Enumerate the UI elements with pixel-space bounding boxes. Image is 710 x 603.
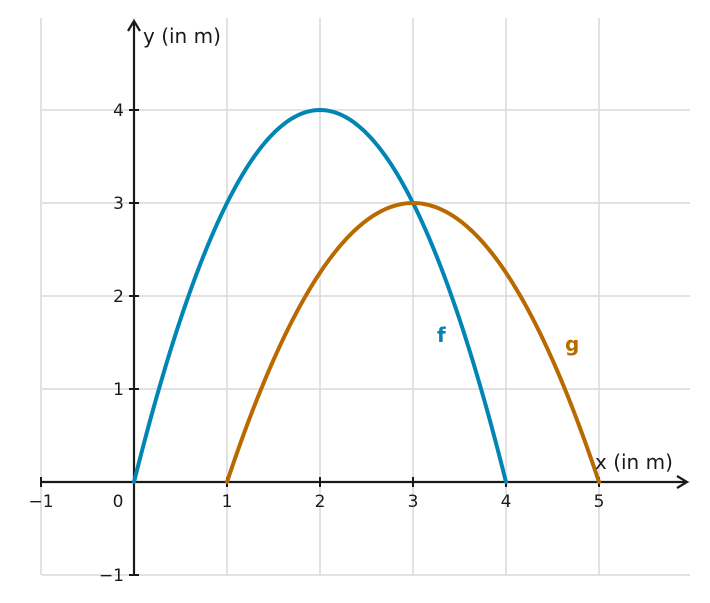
- y-tick-label: 4: [113, 101, 124, 121]
- x-tick-label: −1: [28, 492, 53, 512]
- x-tick-label: 3: [408, 492, 419, 512]
- x-tick-label: 0: [113, 492, 124, 512]
- x-tick-label: 1: [222, 492, 233, 512]
- curve-layer: [132, 107, 601, 484]
- series-label-f: f: [437, 323, 446, 347]
- y-tick-label: 2: [113, 287, 124, 307]
- y-axis-arrow-icon: [127, 18, 141, 32]
- ticks-layer: −1 0 1 2 3 4 5 −1 1 2 3 4: [28, 101, 604, 586]
- series-label-g: g: [565, 332, 579, 356]
- series-line-g: [225, 200, 601, 484]
- y-tick-label: 3: [113, 194, 124, 214]
- axes-layer: [42, 18, 690, 575]
- grid-layer: [40, 18, 690, 576]
- y-tick-label: 1: [113, 380, 124, 400]
- series-line-f: [132, 107, 508, 484]
- y-tick-label: −1: [99, 566, 124, 586]
- x-tick-label: 4: [501, 492, 512, 512]
- x-axis-arrow-icon: [676, 475, 690, 489]
- x-axis-label: x (in m): [595, 450, 673, 474]
- y-axis-label: y (in m): [143, 24, 221, 48]
- x-tick-label: 5: [594, 492, 605, 512]
- x-tick-label: 2: [315, 492, 326, 512]
